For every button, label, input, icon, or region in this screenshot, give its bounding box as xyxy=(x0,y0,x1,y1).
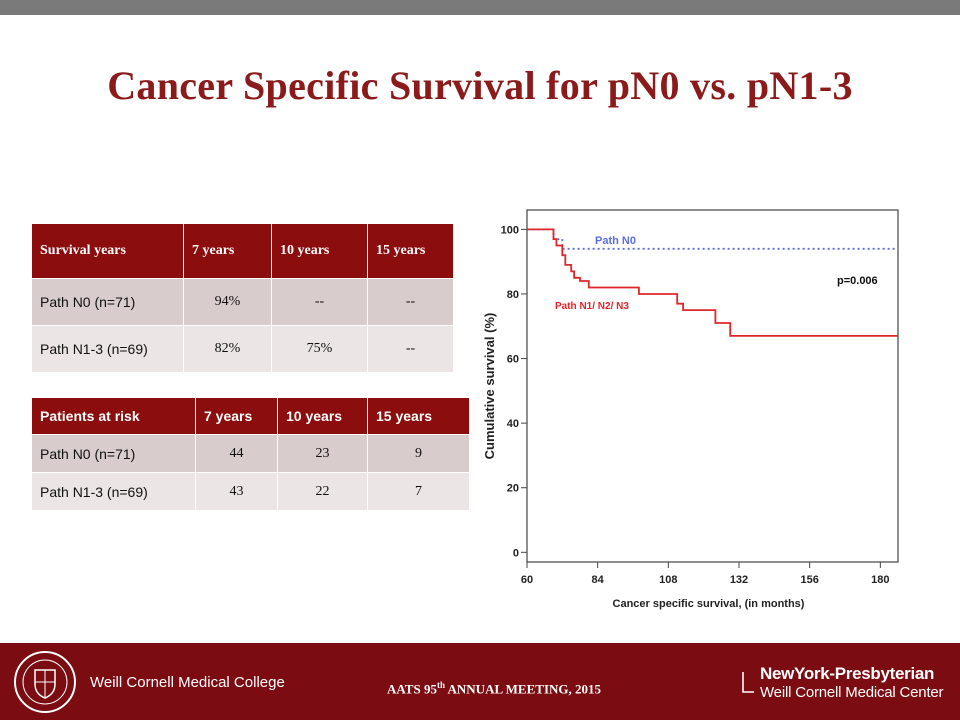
x-tick-label: 132 xyxy=(730,574,748,586)
table-cell: -- xyxy=(367,278,454,326)
college-name: Weill Cornell Medical College xyxy=(90,674,285,691)
header-cell: 15 years xyxy=(367,397,470,435)
y-axis-label: Cumulative survival (%) xyxy=(482,313,497,460)
table-cell: 23 xyxy=(277,434,368,473)
series-label-n1-3: Path N1/ N2/ N3 xyxy=(555,301,629,312)
y-tick-label: 0 xyxy=(513,547,519,559)
table-cell: 44 xyxy=(195,434,278,473)
table-cell: 43 xyxy=(195,472,278,511)
table-cell: 75% xyxy=(271,325,368,373)
table-row: Path N0 (n=71) 94% -- -- xyxy=(31,278,454,326)
series-label-n0: Path N0 xyxy=(595,235,636,247)
row-label: Path N1-3 (n=69) xyxy=(31,325,184,373)
meeting-label: AATS 95th ANNUAL MEETING, 2015 xyxy=(387,680,602,697)
slide-title: Cancer Specific Survival for pN0 vs. pN1… xyxy=(107,63,853,108)
table-row: Path N0 (n=71) 44 23 9 xyxy=(31,434,470,473)
table-cell: 7 xyxy=(367,472,470,511)
series-n0-line xyxy=(527,228,898,250)
college-seal-logo xyxy=(14,651,76,713)
x-tick-label: 60 xyxy=(521,574,533,586)
header-cell: 10 years xyxy=(277,397,368,435)
hospital-subtitle: Weill Cornell Medical Center xyxy=(760,684,944,701)
row-label: Path N0 (n=71) xyxy=(31,278,184,326)
table-cell: 82% xyxy=(183,325,272,373)
table-row: Path N1-3 (n=69) 82% 75% -- xyxy=(31,325,454,373)
table-cell: -- xyxy=(271,278,368,326)
plot-frame xyxy=(526,209,899,563)
x-tick-label: 108 xyxy=(659,574,677,586)
table-cell: 9 xyxy=(367,434,470,473)
header-cell: 15 years xyxy=(367,223,454,279)
header-cell: 10 years xyxy=(271,223,368,279)
header-cell: 7 years xyxy=(195,397,278,435)
y-tick-label: 100 xyxy=(501,224,519,236)
row-label: Path N1-3 (n=69) xyxy=(31,472,196,511)
x-axis-label: Cancer specific survival, (in months) xyxy=(613,598,805,610)
footer-bar xyxy=(0,643,960,720)
survival-table: Survival years 7 years 10 years 15 years… xyxy=(31,223,454,373)
table-cell: 94% xyxy=(183,278,272,326)
table-header-row: Patients at risk 7 years 10 years 15 yea… xyxy=(31,397,470,435)
y-tick-label: 40 xyxy=(507,418,519,430)
series-n1-3-line xyxy=(527,228,898,337)
x-tick-label: 180 xyxy=(871,574,889,586)
table-header-row: Survival years 7 years 10 years 15 years xyxy=(31,223,454,279)
x-tick-label: 156 xyxy=(800,574,818,586)
y-tick-label: 80 xyxy=(507,289,519,301)
header-cell: Survival years xyxy=(31,223,184,279)
x-tick-label: 84 xyxy=(592,574,605,586)
header-cell: 7 years xyxy=(183,223,272,279)
table-row: Path N1-3 (n=69) 43 22 7 xyxy=(31,472,470,511)
y-tick-label: 60 xyxy=(507,354,519,366)
p-value-annotation: p=0.006 xyxy=(837,275,878,287)
table-cell: -- xyxy=(367,325,454,373)
hospital-logo-mark xyxy=(742,672,754,693)
table-cell: 22 xyxy=(277,472,368,511)
y-tick-label: 20 xyxy=(507,483,519,495)
risk-table: Patients at risk 7 years 10 years 15 yea… xyxy=(31,397,470,511)
hospital-name: NewYork-Presbyterian xyxy=(760,664,935,683)
survival-chart: 60 84 108 132 156 180 0 20 40 60 80 100 Cancer speci… xyxy=(482,209,899,610)
header-cell: Patients at risk xyxy=(31,397,196,435)
row-label: Path N0 (n=71) xyxy=(31,434,196,473)
top-bar xyxy=(0,0,960,15)
